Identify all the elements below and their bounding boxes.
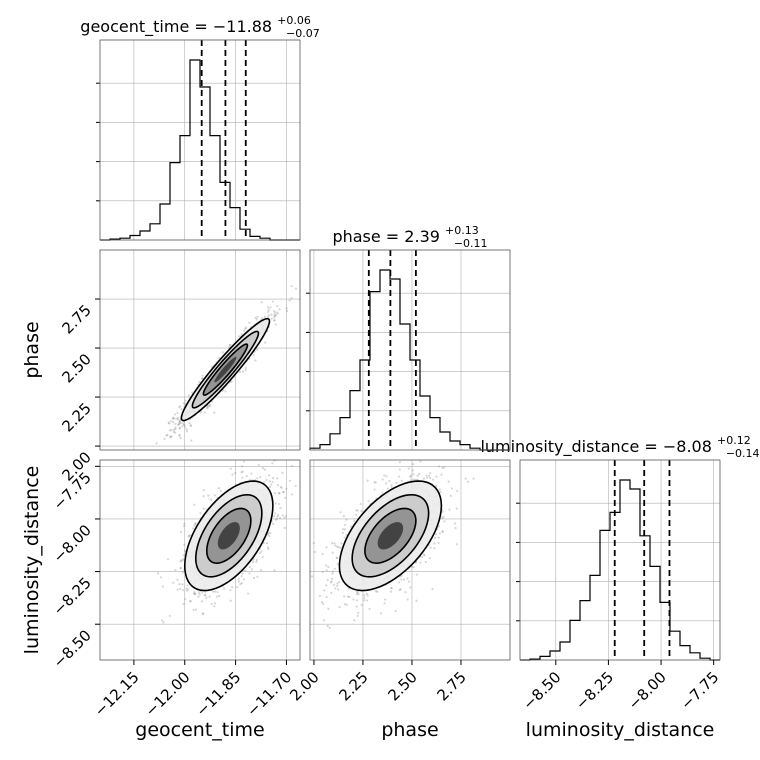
- title-geocent-time: geocent_time = −11.88 +0.06 −0.07: [80, 9, 319, 40]
- contour-geocent_time-luminosity_distance-2: [183, 480, 274, 592]
- scatter-frame-phase-luminosity_distance: [309, 459, 511, 661]
- contour-geocent_time-luminosity_distance-1: [194, 493, 263, 578]
- scatter-frame-geocent_time-luminosity_distance: [99, 459, 301, 661]
- xlabel-geocent-time: geocent_time: [135, 719, 264, 741]
- hist-grid-geocent_time: [100, 40, 300, 240]
- title-luminosity-distance-minus: −0.14: [726, 447, 760, 460]
- ytick-label-phase-3: 2.75: [58, 301, 94, 337]
- xlabel-phase: phase: [381, 719, 438, 741]
- title-geocent-time-plus: +0.06: [277, 14, 311, 27]
- title-phase: phase = 2.39 +0.13 −0.11: [332, 219, 487, 250]
- density-fill-geocent_time-luminosity_distance-3: [217, 522, 240, 550]
- xtick-label-phase-0: 2.00: [286, 668, 322, 704]
- ytick-label-phase-2: 2.50: [58, 350, 94, 386]
- contour-phase-luminosity_distance-0: [364, 507, 417, 564]
- scatter-phase-luminosity_distance: [310, 460, 475, 630]
- contour-geocent_time-phase-1: [191, 330, 260, 409]
- ytick-label-luminosity_distance-1: −8.25: [50, 574, 95, 619]
- contour-geocent_time-phase-0: [202, 343, 249, 396]
- density-fill-geocent_time-phase-3: [214, 356, 237, 383]
- xtick-label-phase-2: 2.50: [384, 668, 420, 704]
- xtick-label-luminosity_distance-0: −8.50: [519, 668, 564, 713]
- title-geocent-time-minus: −0.07: [286, 27, 320, 40]
- xtick-label-geocent_time-2: −11.85: [192, 668, 244, 720]
- title-luminosity-distance-plus: +0.12: [717, 434, 751, 447]
- scatter-grid-geocent_time-phase: [100, 250, 300, 450]
- hist-frame-phase: [309, 249, 511, 451]
- xtick-label-phase-1: 2.25: [335, 668, 371, 704]
- scatter-frame-geocent_time-phase: [99, 249, 301, 451]
- xtick-label-geocent_time-1: −12.00: [142, 668, 194, 720]
- scatter-geocent_time-luminosity_distance: [157, 460, 297, 624]
- scatter-geocent_time-phase: [155, 285, 298, 445]
- histogram-phase: [309, 269, 510, 451]
- contour-geocent_time-luminosity_distance-0: [205, 507, 252, 564]
- ylabel-phase: phase: [21, 321, 43, 378]
- xtick-label-phase-3: 2.75: [433, 668, 469, 704]
- ylabel-luminosity-distance: luminosity_distance: [21, 466, 43, 655]
- hist-grid-luminosity_distance: [520, 460, 720, 660]
- title-phase-main: phase = 2.39: [332, 227, 439, 246]
- xlabel-luminosity-distance: luminosity_distance: [526, 719, 715, 741]
- xtick-label-luminosity_distance-3: −7.75: [677, 668, 722, 713]
- title-phase-plus: +0.13: [445, 224, 479, 237]
- contour-phase-luminosity_distance-1: [351, 493, 430, 578]
- hist-frame-luminosity_distance: [519, 459, 721, 661]
- title-luminosity-distance: luminosity_distance = −8.08 +0.12 −0.14: [480, 429, 759, 460]
- xtick-label-geocent_time-0: −12.15: [91, 668, 143, 720]
- xtick-label-luminosity_distance-2: −8.00: [625, 668, 670, 713]
- ytick-label-luminosity_distance-0: −8.50: [50, 626, 95, 671]
- hist-frame-geocent_time: [99, 39, 301, 241]
- title-geocent-time-main: geocent_time = −11.88: [80, 17, 272, 37]
- density-fill-phase-luminosity_distance-3: [377, 522, 404, 550]
- contour-phase-luminosity_distance-2: [338, 480, 443, 592]
- title-luminosity-distance-main: luminosity_distance = −8.08: [480, 437, 711, 457]
- title-phase-minus: −0.11: [454, 237, 488, 250]
- xtick-label-luminosity_distance-1: −8.25: [572, 668, 617, 713]
- histogram-luminosity_distance: [520, 479, 720, 661]
- panels: −12.15−12.00−11.85−11.702.00 2.25 2.50 2.75…: [50, 39, 723, 720]
- histogram-geocent_time: [100, 59, 300, 241]
- ytick-label-luminosity_distance-2: −8.00: [50, 521, 95, 566]
- contour-geocent_time-phase-2: [180, 317, 271, 422]
- ytick-label-phase-1: 2.25: [58, 399, 94, 435]
